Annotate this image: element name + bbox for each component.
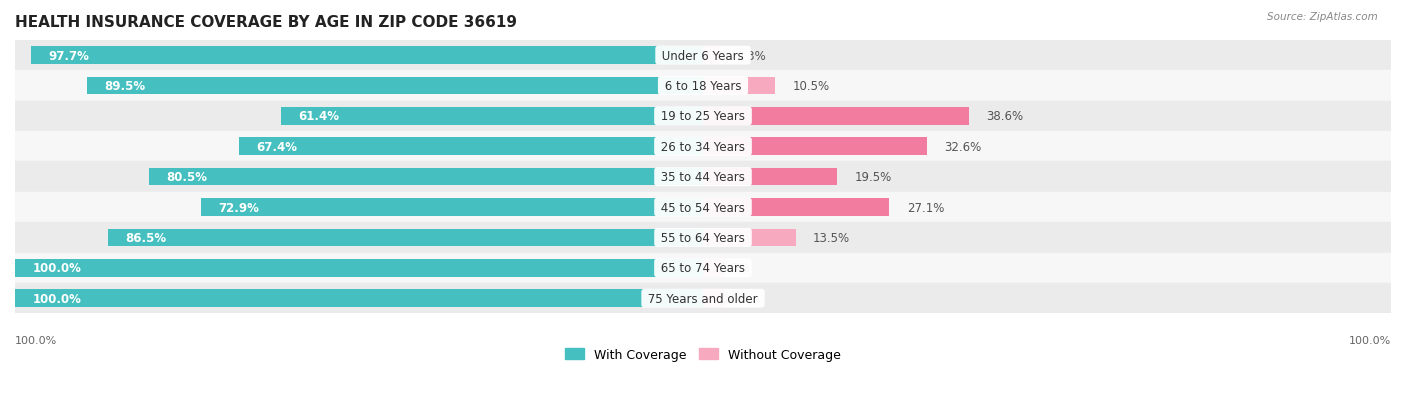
Text: 72.9%: 72.9% [219, 201, 260, 214]
Text: 100.0%: 100.0% [15, 335, 58, 345]
Text: 86.5%: 86.5% [125, 231, 166, 244]
Bar [239, 138, 703, 156]
Bar [703, 259, 724, 277]
Bar [15, 290, 703, 307]
Bar [703, 229, 796, 247]
Bar [15, 102, 1391, 132]
Text: HEALTH INSURANCE COVERAGE BY AGE IN ZIP CODE 36619: HEALTH INSURANCE COVERAGE BY AGE IN ZIP … [15, 15, 517, 30]
Bar [15, 192, 1391, 223]
Bar [703, 290, 724, 307]
Text: 13.5%: 13.5% [813, 231, 851, 244]
Bar [15, 71, 1391, 102]
Text: 10.5%: 10.5% [793, 80, 830, 93]
Bar [87, 78, 703, 95]
Text: 6 to 18 Years: 6 to 18 Years [661, 80, 745, 93]
Text: 67.4%: 67.4% [256, 140, 298, 153]
Bar [703, 138, 928, 156]
Text: 32.6%: 32.6% [945, 140, 981, 153]
Text: 61.4%: 61.4% [298, 110, 339, 123]
Text: 89.5%: 89.5% [104, 80, 146, 93]
Text: 26 to 34 Years: 26 to 34 Years [657, 140, 749, 153]
Bar [703, 108, 969, 126]
Text: 27.1%: 27.1% [907, 201, 943, 214]
Bar [703, 78, 775, 95]
Bar [15, 253, 1391, 283]
Text: 45 to 54 Years: 45 to 54 Years [657, 201, 749, 214]
Bar [703, 47, 718, 65]
Bar [15, 283, 1391, 313]
Text: 19.5%: 19.5% [855, 171, 891, 184]
Bar [15, 162, 1391, 192]
Text: Source: ZipAtlas.com: Source: ZipAtlas.com [1267, 12, 1378, 22]
Text: 35 to 44 Years: 35 to 44 Years [657, 171, 749, 184]
Bar [108, 229, 703, 247]
Bar [31, 47, 703, 65]
Bar [15, 132, 1391, 162]
Text: 97.7%: 97.7% [48, 50, 89, 62]
Bar [15, 259, 703, 277]
Text: 38.6%: 38.6% [986, 110, 1024, 123]
Legend: With Coverage, Without Coverage: With Coverage, Without Coverage [560, 342, 846, 368]
Text: 2.3%: 2.3% [735, 50, 766, 62]
Bar [149, 169, 703, 186]
Bar [703, 169, 837, 186]
Text: 100.0%: 100.0% [1348, 335, 1391, 345]
Text: 65 to 74 Years: 65 to 74 Years [657, 262, 749, 275]
Text: 100.0%: 100.0% [32, 262, 82, 275]
Text: Under 6 Years: Under 6 Years [658, 50, 748, 62]
Bar [15, 41, 1391, 71]
Text: 100.0%: 100.0% [32, 292, 82, 305]
Bar [281, 108, 703, 126]
Bar [201, 199, 703, 216]
Text: 55 to 64 Years: 55 to 64 Years [657, 231, 749, 244]
Text: 75 Years and older: 75 Years and older [644, 292, 762, 305]
Text: 0.0%: 0.0% [720, 292, 749, 305]
Text: 19 to 25 Years: 19 to 25 Years [657, 110, 749, 123]
Text: 0.0%: 0.0% [720, 262, 749, 275]
Bar [703, 199, 890, 216]
Text: 80.5%: 80.5% [166, 171, 207, 184]
Bar [15, 223, 1391, 253]
